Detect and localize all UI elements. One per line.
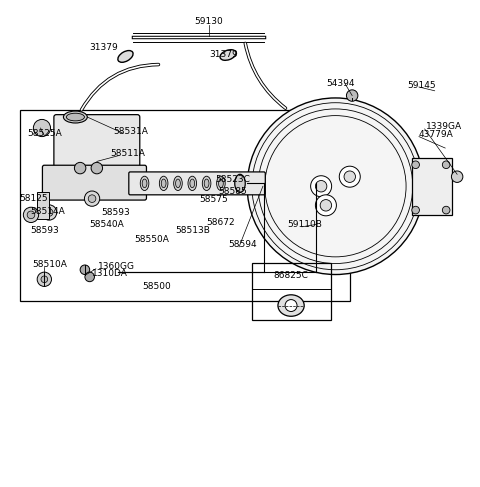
Circle shape [315,181,327,192]
Circle shape [247,98,424,275]
Ellipse shape [159,176,168,190]
Ellipse shape [161,179,166,187]
Ellipse shape [235,174,245,192]
Circle shape [412,206,420,214]
Text: 1360GG: 1360GG [98,262,135,271]
Text: 59110B: 59110B [287,220,322,229]
Circle shape [85,272,95,281]
Bar [252,262,331,320]
Circle shape [41,276,48,282]
Text: 58125: 58125 [20,194,48,203]
Circle shape [311,176,332,197]
Text: 58510A: 58510A [33,260,67,269]
Ellipse shape [142,179,147,187]
Circle shape [443,161,450,169]
Text: 58540A: 58540A [89,220,124,229]
Text: 43779A: 43779A [419,130,454,139]
Ellipse shape [278,295,304,316]
Circle shape [91,162,103,174]
Circle shape [412,161,420,169]
FancyBboxPatch shape [54,114,140,167]
Ellipse shape [176,179,180,187]
Circle shape [339,166,360,187]
Text: 58513B: 58513B [175,226,210,235]
Circle shape [80,265,90,275]
Bar [37,192,49,219]
Circle shape [74,162,86,174]
Circle shape [24,207,38,223]
Text: 58511A: 58511A [110,150,145,158]
Circle shape [41,205,57,220]
Ellipse shape [202,176,211,190]
Circle shape [27,211,35,219]
Text: 58593: 58593 [102,208,130,217]
Circle shape [34,119,50,136]
Ellipse shape [140,176,149,190]
Text: 58594: 58594 [228,240,257,249]
Circle shape [315,195,336,216]
Text: 58575: 58575 [199,195,228,204]
Text: 31379: 31379 [90,43,119,52]
Text: 1310DA: 1310DA [92,269,128,278]
Circle shape [84,191,100,206]
Ellipse shape [188,176,197,190]
Ellipse shape [118,51,133,62]
Text: 58500: 58500 [142,282,171,291]
Text: 59130: 59130 [194,17,223,26]
Text: 58525A: 58525A [28,129,62,138]
Circle shape [88,195,96,203]
Circle shape [37,272,51,286]
Text: 86825C: 86825C [274,271,309,281]
Text: 31379: 31379 [209,51,238,59]
Ellipse shape [216,176,225,190]
Bar [21,110,350,301]
Text: 58585: 58585 [218,187,247,195]
Circle shape [344,171,356,183]
Text: 58523C: 58523C [216,174,250,184]
Circle shape [451,171,463,183]
Ellipse shape [63,111,87,123]
Text: 1339GA: 1339GA [426,122,462,131]
Text: 54394: 54394 [326,79,354,88]
Ellipse shape [220,50,236,60]
Text: 58672: 58672 [206,218,235,226]
Circle shape [320,200,332,211]
Text: 58514A: 58514A [30,207,65,216]
Ellipse shape [285,300,297,312]
Ellipse shape [66,113,84,121]
FancyBboxPatch shape [42,165,146,200]
Text: 59145: 59145 [407,80,436,90]
FancyBboxPatch shape [412,158,452,215]
Ellipse shape [190,179,195,187]
Text: 58593: 58593 [30,225,59,235]
Circle shape [347,90,358,101]
Ellipse shape [174,176,182,190]
Text: 58550A: 58550A [134,235,169,244]
Ellipse shape [204,179,209,187]
Ellipse shape [218,179,223,187]
Circle shape [443,206,450,214]
Circle shape [45,208,53,216]
FancyBboxPatch shape [129,172,265,195]
Text: 58531A: 58531A [113,127,148,136]
